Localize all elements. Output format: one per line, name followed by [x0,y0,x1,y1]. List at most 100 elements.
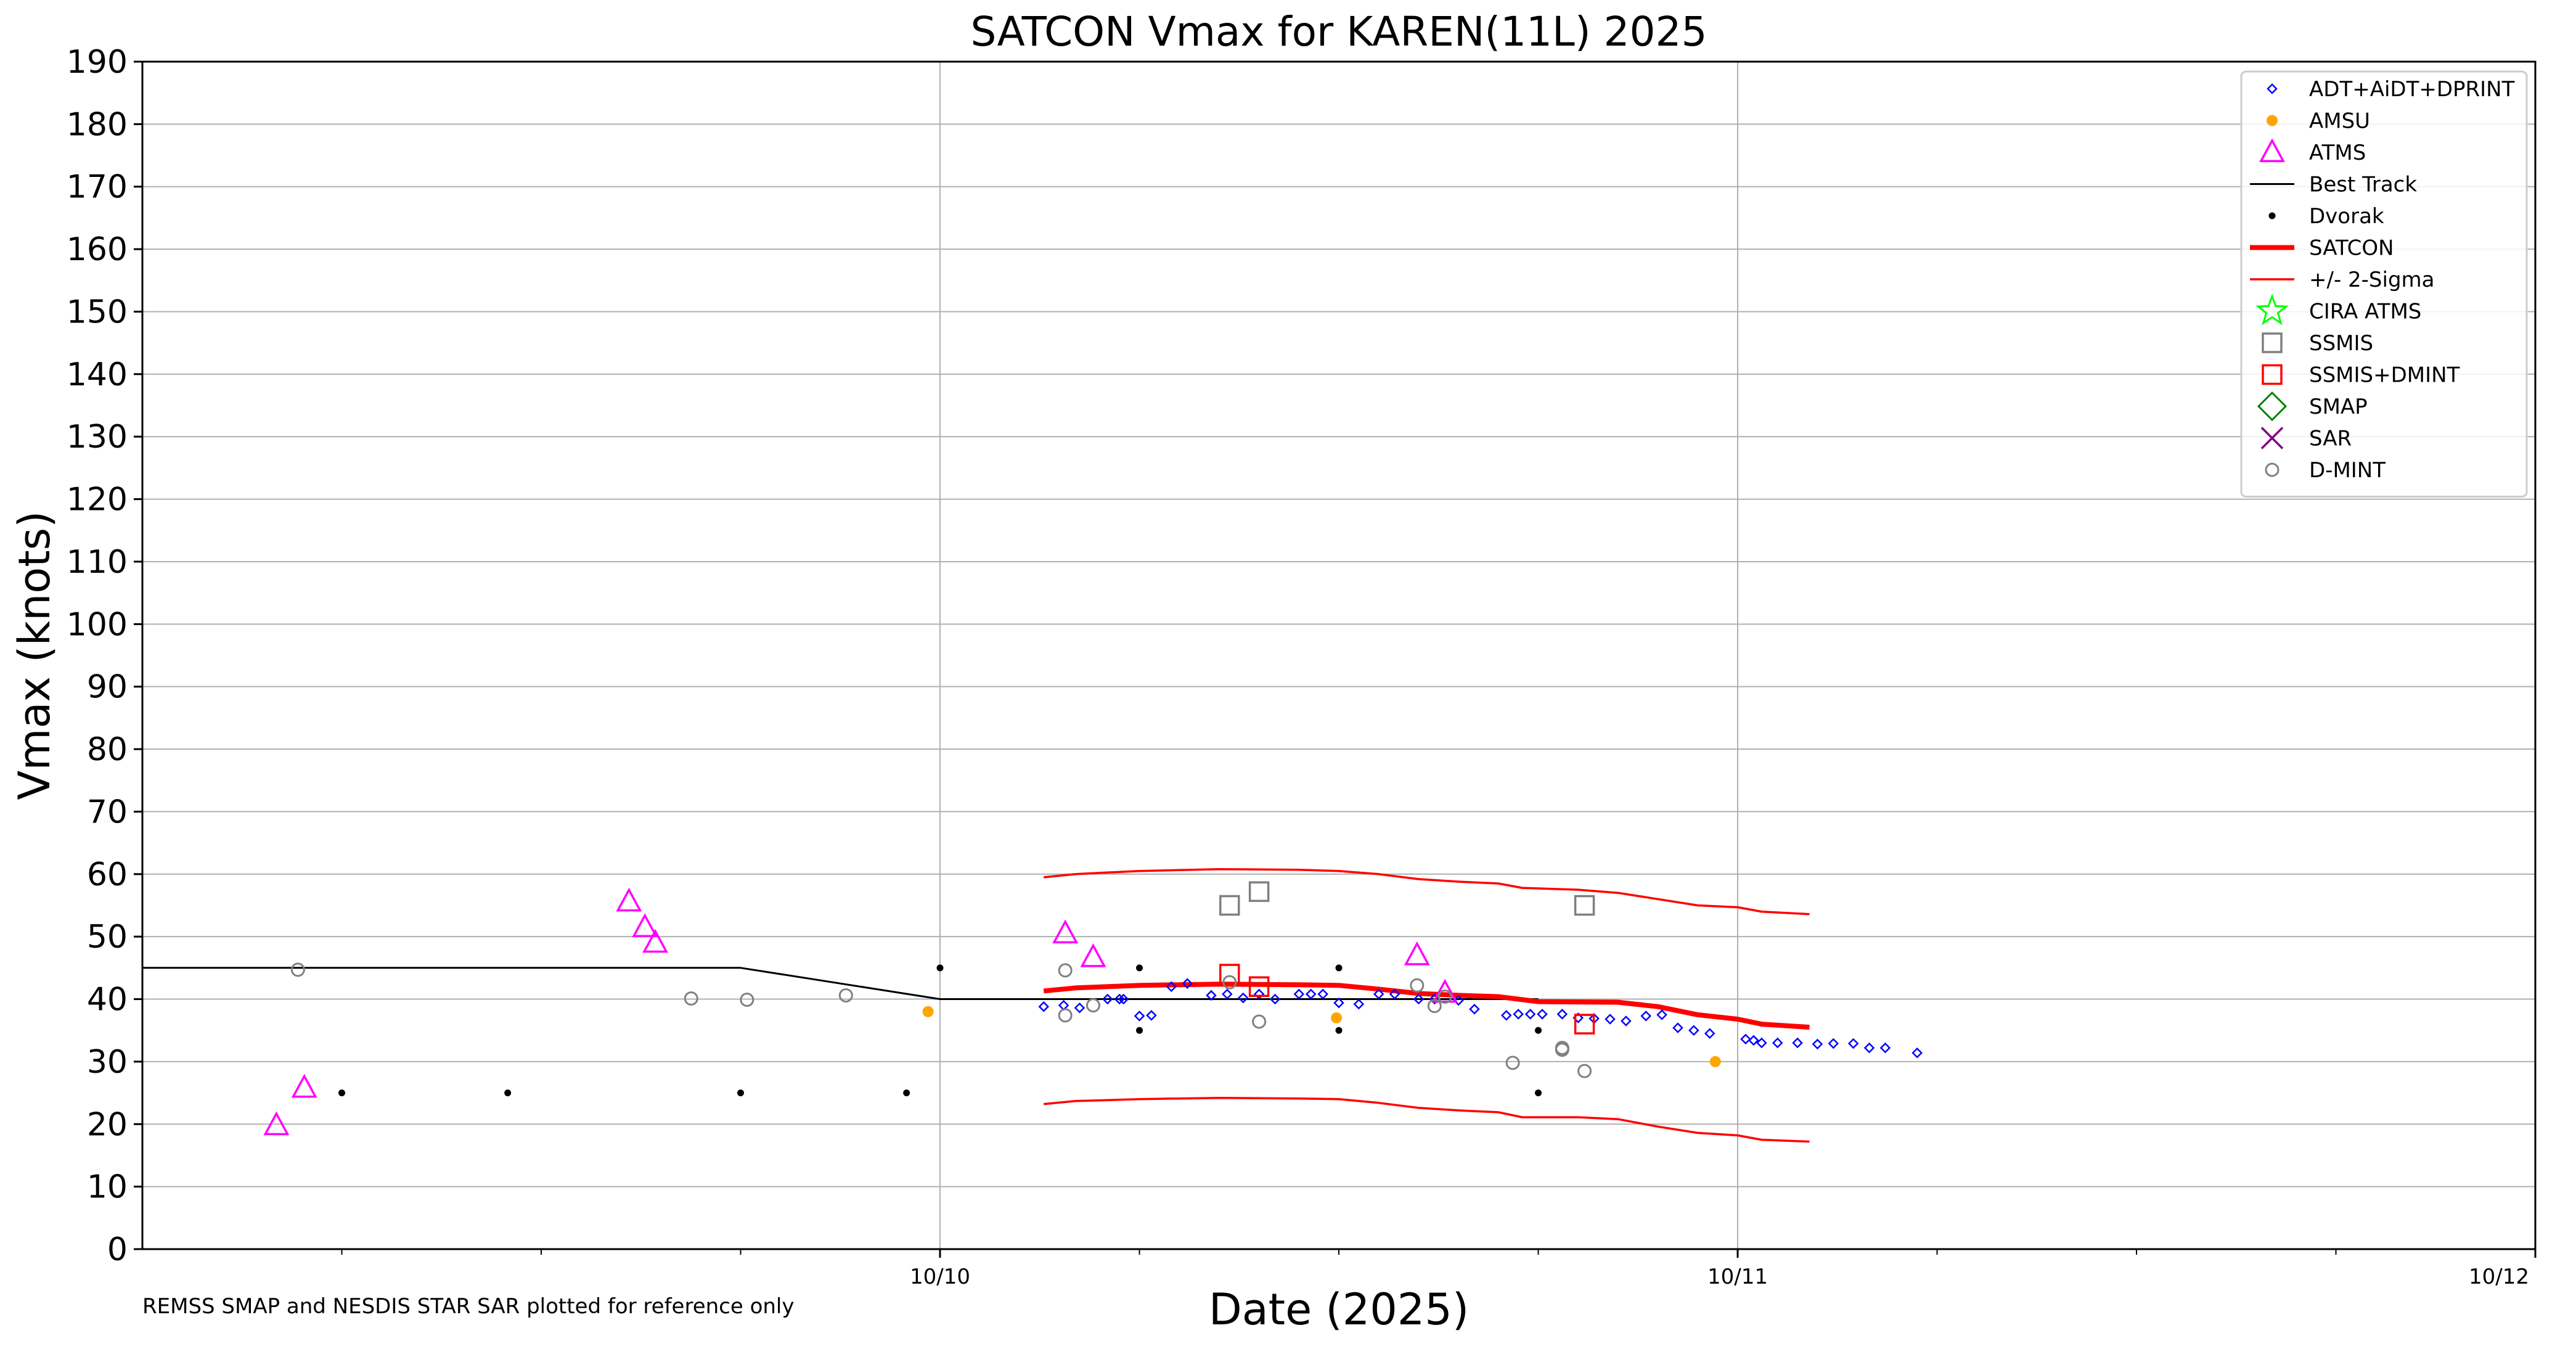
data-point-d-mint [1222,975,1237,990]
data-point-d-mint [740,993,754,1007]
data-point-adt-aidt-dprint [1704,1028,1715,1039]
x-tick-label: 10/11 [1707,1265,1768,1289]
data-point-dvorak [1335,1027,1343,1034]
x-axis-label: Date (2025) [1209,1284,1469,1335]
data-point-ssmis [1219,895,1240,916]
legend-entry-d-mint: D-MINT [2265,458,2386,483]
y-tick-label: 170 [67,169,128,206]
y-tick-label: 110 [67,544,128,581]
data-point-adt-aidt-dprint [1524,1009,1536,1020]
x-tick-label: 10/12 [2469,1265,2529,1289]
data-point-adt-aidt-dprint [1317,988,1328,1000]
data-point-adt-aidt-dprint [1413,993,1425,1005]
data-point-d-mint [1427,999,1442,1014]
data-point-adt-aidt-dprint [1513,1009,1524,1020]
data-point-dvorak [1535,1027,1542,1034]
data-point-ssmis [1248,881,1270,902]
data-point-dvorak [338,1089,345,1097]
data-point-atms [616,887,642,912]
plot-data [142,867,1923,1143]
legend-label: +/- 2-Sigma [2309,268,2435,292]
data-point-adt-aidt-dprint [1166,981,1177,993]
legend-marker [2255,293,2289,326]
data-point-d-mint [684,991,698,1006]
legend-entry-smap: SMAP [2257,391,2368,422]
data-point-adt-aidt-dprint [1134,1011,1145,1022]
data-point-adt-aidt-dprint [1756,1037,1767,1049]
legend-label: SMAP [2309,395,2368,419]
legend-marker [2267,83,2278,94]
data-point-atms [1052,919,1079,944]
series-line-2-sigma [1044,867,1810,916]
data-point-d-mint [1086,998,1100,1013]
y-tick-label: 60 [87,856,128,893]
legend-entry-satcon: SATCON [2250,236,2394,261]
legend-entry-sar: SAR [2260,427,2352,451]
data-point-atms [291,1073,317,1098]
legend-label: SAR [2309,427,2352,451]
legend-marker [2257,391,2288,422]
y-tick-label: 20 [87,1106,128,1143]
data-point-ssmis-dmint [1574,1014,1595,1035]
data-point-adt-aidt-dprint [1333,997,1344,1009]
data-point-d-mint [1252,1014,1267,1029]
data-point-adt-aidt-dprint [1373,988,1384,1000]
legend-label: SATCON [2309,236,2394,261]
data-point-adt-aidt-dprint [1038,1001,1049,1012]
data-point-dvorak [1335,964,1343,972]
y-tick-label: 40 [87,982,128,1019]
data-point-d-mint [1058,963,1073,978]
legend-label: D-MINT [2309,458,2386,483]
data-point-ssmis-dmint [1248,976,1270,998]
data-point-adt-aidt-dprint [1469,1003,1480,1015]
data-point-adt-aidt-dprint [1237,992,1249,1004]
series-line-2-sigma-lower [1044,1096,1810,1143]
legend-entry-2-sigma: +/- 2-Sigma [2250,268,2435,292]
legend-label: SSMIS+DMINT [2309,363,2460,388]
y-tick-label: 0 [107,1231,128,1268]
data-point-atms [1080,943,1106,967]
data-point-adt-aidt-dprint [1688,1025,1699,1036]
data-point-adt-aidt-dprint [1672,1022,1683,1033]
data-point-d-mint [838,988,853,1003]
data-point-ssmis [1574,895,1595,916]
data-point-atms [642,929,669,953]
legend-marker [2265,462,2280,477]
y-tick-label: 10 [87,1169,128,1206]
data-point-adt-aidt-dprint [1605,1014,1616,1025]
data-point-adt-aidt-dprint [1118,993,1129,1005]
data-point-adt-aidt-dprint [1293,988,1305,1000]
data-point-adt-aidt-dprint [1792,1037,1803,1049]
y-tick-label: 140 [67,356,128,393]
data-point-adt-aidt-dprint [1222,988,1233,1000]
legend-entry-best-track: Best Track [2250,173,2417,197]
legend-label: SSMIS [2309,331,2373,356]
data-point-adt-aidt-dprint [1102,993,1113,1005]
y-tick-label: 50 [87,919,128,956]
data-point-dvorak [737,1089,744,1097]
legend-entry-dvorak: Dvorak [2268,204,2384,229]
y-tick-label: 160 [67,231,128,268]
axis-ticks: 0 10 20 30 40 50 60 70 80 90 100 110 120 130 140 150 160… [67,44,2537,1289]
data-point-atms [632,913,658,937]
data-point-dvorak [1136,1027,1143,1034]
legend-entry-ssmis-dmint: SSMIS+DMINT [2262,363,2460,388]
data-point-adt-aidt-dprint [1621,1015,1632,1027]
data-point-adt-aidt-dprint [1114,993,1125,1005]
y-tick-label: 120 [67,482,128,519]
legend-marker [2259,138,2285,162]
data-point-adt-aidt-dprint [1912,1047,1923,1059]
data-point-amsu [922,1006,934,1017]
data-point-atms [1432,978,1458,1003]
data-point-adt-aidt-dprint [1847,1038,1859,1049]
footnote: REMSS SMAP and NESDIS STAR SAR plotted f… [142,1294,795,1319]
data-point-adt-aidt-dprint [1429,993,1441,1005]
data-point-adt-aidt-dprint [1305,988,1317,1000]
data-point-d-mint [1505,1056,1520,1070]
legend-label: ADT+AiDT+DPRINT [2309,77,2515,102]
data-point-d-mint [1410,978,1425,993]
data-point-d-mint [1555,1041,1569,1056]
data-point-d-mint [1577,1064,1592,1078]
